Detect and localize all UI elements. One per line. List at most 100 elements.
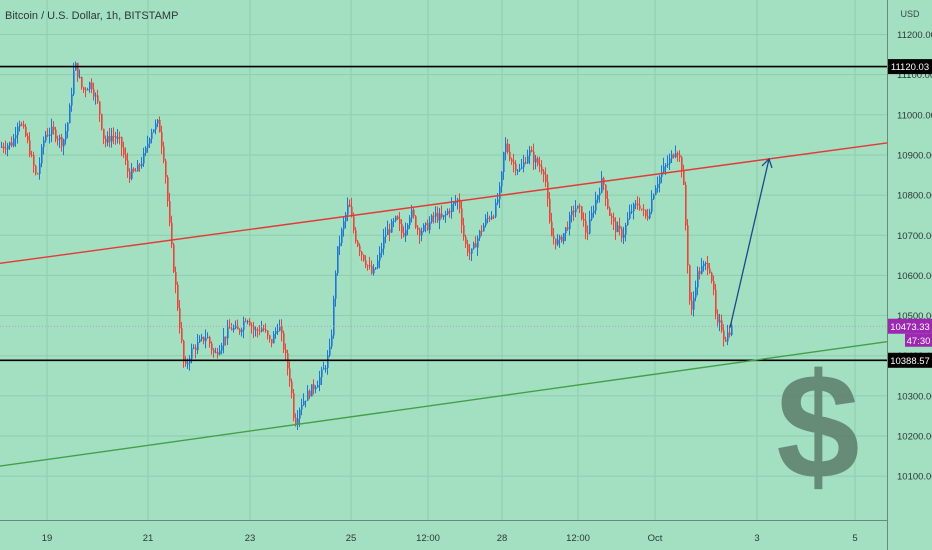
candle-body [377,260,379,268]
candle-body [407,224,409,230]
candle-body [611,215,613,218]
candle-body [633,204,635,212]
candle-body [617,225,619,233]
trend-line [0,340,888,467]
candle-body [723,330,725,340]
candle-body [379,252,381,261]
candle-body [235,325,237,328]
candle-body [145,147,147,154]
x-tick-label: 19 [42,533,53,544]
candle-body [439,213,441,221]
candle-body [585,220,587,233]
candle-body [477,238,479,248]
candle-body [653,194,655,199]
candle-body [465,236,467,245]
candle-body [309,390,311,397]
candle-body [201,336,203,340]
candle-body [581,206,583,219]
candle-body [215,352,217,354]
candle-body [483,225,485,232]
candle-body [267,330,269,336]
candle-body [273,333,275,344]
candle-body [557,239,559,245]
candle-body [187,363,189,365]
candle-body [539,164,541,167]
candle-body [659,176,661,185]
forecast-arrow-head [761,157,773,169]
candle-body [373,268,375,274]
level-price-label: 11120.03 [891,62,929,73]
candle-body [369,265,371,267]
candle-body [493,216,495,218]
candle-body [419,229,421,236]
candle-body [271,339,273,344]
candle-body [349,204,351,207]
candle-body [455,202,457,204]
candle-body [65,131,67,140]
candle-body [15,135,17,139]
y-tick-label: 10800.00 [897,191,932,202]
candle-body [217,352,219,355]
candle-body [119,137,121,139]
candle-body [321,369,323,378]
candle-body [693,297,695,310]
candle-body [223,336,225,346]
candle-body [117,137,119,139]
candle-body [619,225,621,229]
candle-body [575,208,577,213]
candle-body [673,154,675,158]
candle-body [11,142,13,146]
candle-body [233,327,235,330]
candle-body [647,216,649,219]
candle-body [375,267,377,269]
candle-body [527,155,529,164]
candle-body [621,228,623,238]
candle-body [683,170,685,185]
candle-body [535,158,537,163]
candle-body [131,168,133,179]
candle-body [25,126,27,136]
candle-body [13,138,15,146]
candle-body [361,251,363,255]
trend-line [0,142,888,265]
candle-body [629,211,631,219]
candle-body [675,153,677,158]
candle-body [487,217,489,219]
candle-body [503,152,505,173]
candle-body [115,136,117,139]
y-tick-label: 10200.00 [897,432,932,443]
candle-body [227,327,229,339]
candle-body [299,409,301,419]
candle-body [135,170,137,172]
candle-body [657,184,659,189]
candle-body [23,124,25,127]
candle-body [467,244,469,253]
candle-body [207,337,209,339]
candle-body [39,163,41,174]
candle-body [421,231,423,236]
candle-body [221,345,223,351]
candle-body [551,221,553,237]
candle-body [705,263,707,265]
candle-body [729,332,731,335]
candle-body [537,158,539,165]
candle-body [311,384,313,397]
candle-body [175,271,177,285]
candle-body [681,157,683,171]
candle-body [577,205,579,209]
candle-body [415,216,417,228]
candle-body [305,400,307,402]
candle-body [125,154,127,161]
candle-body [249,320,251,326]
candle-body [497,199,499,203]
candle-body [583,218,585,221]
candle-body [127,160,129,172]
candle-body [297,418,299,425]
candle-body [395,216,397,221]
candle-body [685,184,687,226]
candle-body [449,210,451,213]
candle-body [531,150,533,152]
candle-body [51,126,53,135]
